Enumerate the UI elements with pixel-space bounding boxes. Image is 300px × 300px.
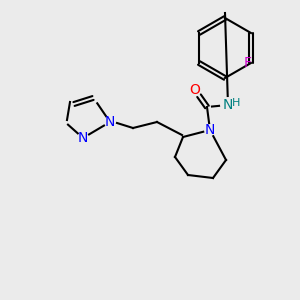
- Text: N: N: [105, 115, 115, 129]
- Text: O: O: [190, 83, 200, 97]
- Text: N: N: [205, 123, 215, 137]
- Text: F: F: [244, 56, 252, 70]
- Text: N: N: [78, 131, 88, 145]
- Text: H: H: [232, 98, 240, 108]
- Text: N: N: [223, 98, 233, 112]
